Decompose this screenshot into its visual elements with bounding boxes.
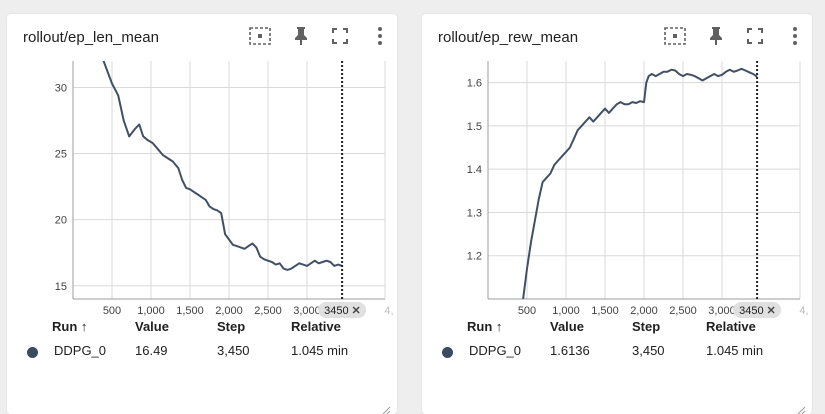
table-header: Run ↑ Value Step Relative (7, 319, 397, 339)
hover-badge-bg (318, 302, 367, 318)
y-tick-label: 20 (55, 215, 67, 227)
more-vert-icon[interactable] (783, 24, 807, 48)
fullscreen-icon[interactable] (328, 24, 352, 48)
x-tick-label: 3,000 (708, 305, 736, 317)
x-tick-label: 1,500 (591, 305, 619, 317)
value-cell: 1.6136 (550, 343, 590, 358)
x-tick-label: 2,000 (215, 305, 243, 317)
series-line-ddpg-0[interactable] (102, 59, 343, 271)
hover-badge-bg (733, 302, 782, 318)
y-tick-label: 1.6 (467, 78, 482, 90)
x-tick-label: 3,000 (293, 305, 321, 317)
chart-svg[interactable]: 15 20 25 30 500 1,000 1,500 2,000 2,500 3,000 4, 34… (7, 59, 397, 329)
step-cell: 3,450 (217, 343, 250, 358)
y-tick-label: 15 (55, 281, 67, 293)
card-title: rollout/ep_len_mean (23, 29, 159, 46)
y-tick-label: 25 (55, 149, 67, 161)
y-tick-label: 1.5 (467, 121, 482, 133)
scalar-card-ep-len-mean: rollout/ep_len_mean 15 20 25 30 500 1,000 1,50… (7, 14, 397, 414)
chart-svg[interactable]: 1.2 1.3 1.4 1.5 1.6 500 1,000 1,500 2,000 2,500 3,… (422, 59, 812, 329)
series-line-ddpg-0[interactable] (522, 67, 758, 299)
value-cell: 16.49 (135, 343, 168, 358)
relative-cell: 1.045 min (291, 343, 349, 358)
run-name: DDPG_0 (469, 343, 522, 358)
x-tick-label: 2,000 (630, 305, 658, 317)
y-tick-label: 1.3 (467, 207, 482, 219)
hover-badge-label: 3450 (739, 305, 763, 317)
col-value-header[interactable]: Value (550, 319, 584, 334)
hover-step-badge[interactable]: 3450 (733, 302, 782, 318)
fit-domain-icon[interactable] (663, 24, 687, 48)
y-tick-label: 1.4 (467, 164, 482, 176)
x-tick-label: 2,500 (254, 305, 282, 317)
col-relative-header[interactable]: Relative (706, 319, 756, 334)
relative-cell: 1.045 min (706, 343, 764, 358)
col-step-header[interactable]: Step (632, 319, 661, 334)
more-vert-icon[interactable] (368, 24, 392, 48)
step-cell: 3,450 (632, 343, 665, 358)
run-color-dot (27, 347, 38, 358)
x-tick-label: 2,500 (669, 305, 697, 317)
scalar-card-ep-rew-mean: rollout/ep_rew_mean 1.2 1.3 1.4 1.5 1.6 500 1,… (422, 14, 812, 414)
fullscreen-icon[interactable] (743, 24, 767, 48)
col-step-header[interactable]: Step (217, 319, 246, 334)
resize-handle-icon[interactable] (796, 406, 806, 414)
fit-domain-icon[interactable] (248, 24, 272, 48)
line-chart[interactable]: 15 20 25 30 500 1,000 1,500 2,000 2,500 3,000 4, 34… (7, 59, 397, 329)
x-tick-label: 500 (518, 305, 536, 317)
col-run-header[interactable]: Run ↑ (52, 319, 88, 334)
close-icon[interactable] (767, 306, 775, 314)
x-tick-label: 500 (103, 305, 121, 317)
hover-badge-label: 3450 (324, 305, 348, 317)
hover-step-badge[interactable]: 3450 (318, 302, 367, 318)
table-header: Run ↑ Value Step Relative (422, 319, 812, 339)
x-tick-label: 1,500 (176, 305, 204, 317)
pin-icon[interactable] (289, 24, 313, 48)
close-icon[interactable] (352, 306, 360, 314)
col-run-header[interactable]: Run ↑ (467, 319, 503, 334)
col-value-header[interactable]: Value (135, 319, 169, 334)
card-title: rollout/ep_rew_mean (438, 29, 579, 46)
table-row: DDPG_0 1.6136 3,450 1.045 min (422, 343, 812, 363)
pin-icon[interactable] (704, 24, 728, 48)
y-tick-label: 30 (55, 82, 67, 94)
x-tick-label-faint: 4, (384, 305, 393, 317)
y-tick-label: 1.2 (467, 251, 482, 263)
run-name: DDPG_0 (54, 343, 107, 358)
run-color-dot (442, 347, 453, 358)
x-tick-label-faint: 4, (799, 305, 808, 317)
x-tick-label: 1,000 (552, 305, 580, 317)
x-tick-label: 1,000 (137, 305, 165, 317)
line-chart[interactable]: 1.2 1.3 1.4 1.5 1.6 500 1,000 1,500 2,000 2,500 3,… (422, 59, 812, 329)
resize-handle-icon[interactable] (381, 406, 391, 414)
col-relative-header[interactable]: Relative (291, 319, 341, 334)
table-row: DDPG_0 16.49 3,450 1.045 min (7, 343, 397, 363)
